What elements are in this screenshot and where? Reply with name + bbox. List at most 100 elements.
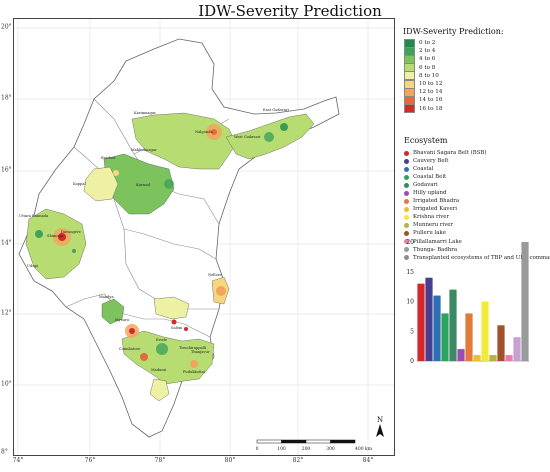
bar-y-tick-label: 5	[410, 328, 414, 335]
ecosystem-dot-icon	[404, 190, 409, 196]
severity-legend-item: 16 to 18	[404, 104, 443, 114]
ecosystem-dot-icon	[404, 255, 409, 261]
place-label: Mandya	[99, 295, 114, 299]
region-madurai	[149, 378, 170, 402]
ecosystem-legend-item: Pillallamarri Lake	[404, 238, 550, 246]
severity-label: 0 to 2	[419, 40, 436, 47]
ecosystem-label: Cauvery Belt	[413, 158, 449, 165]
ecosystem-dot-icon	[404, 158, 409, 164]
ecosystem-legend-item: Thunga- Badhra	[404, 246, 550, 254]
region-raichur	[83, 166, 119, 202]
place-label: Pudukkottai	[183, 370, 206, 374]
severity-label: 6 to 8	[419, 64, 436, 71]
bar-12	[505, 355, 513, 361]
map-frame: Raichur Koppal Mahbubnagar Karimnagar Nalgon…	[13, 18, 395, 456]
place-label: Udupi	[27, 264, 39, 268]
latitude-tick-label: 8°	[1, 448, 8, 456]
scale-label: 400 km	[355, 446, 373, 452]
place-label: East Godavari	[263, 108, 290, 112]
ecosystem-dot-icon	[404, 239, 409, 245]
place-label: Shimoga	[47, 234, 64, 238]
severity-hotspots	[35, 123, 288, 368]
bar-14	[521, 242, 529, 361]
ecosystem-dot-icon	[404, 247, 409, 253]
severity-swatch	[404, 104, 415, 114]
ecosystem-label: Pulleru lake	[413, 230, 446, 237]
ecosystem-legend-item: Irrigated Kaveri	[404, 205, 550, 213]
latitude-tick-label: 16°	[1, 166, 12, 174]
place-label: Mahbubnagar	[131, 148, 157, 152]
north-arrow: N	[372, 415, 388, 443]
place-label: Karimnagar	[134, 111, 156, 115]
north-arrow-icon: N	[376, 416, 384, 437]
ecosystem-dot-icon	[404, 174, 409, 180]
severity-label: 16 to 18	[419, 105, 443, 112]
place-label: Madurai	[151, 368, 167, 372]
bar-13	[513, 337, 521, 361]
place-label: Kurnool	[136, 183, 151, 187]
longitude-tick-label: 78°	[154, 457, 166, 464]
bar-5	[449, 289, 457, 361]
longitude-tick-label: 82°	[292, 457, 304, 464]
bar-2	[425, 277, 433, 361]
ecosystem-dot-icon	[404, 182, 409, 188]
longitude-tick-label: 76°	[84, 457, 96, 464]
bar-10	[489, 355, 497, 361]
place-label: Nalgonda	[195, 130, 214, 134]
ecosystem-label: Irrigated Bhadra	[413, 198, 460, 205]
bar-11	[497, 325, 505, 361]
severity-label: 10 to 12	[419, 81, 443, 88]
ecosystem-bar-chart: 0 5 10 15 20	[401, 236, 541, 371]
longitude-tick-label: 80°	[224, 457, 236, 464]
scale-segment	[330, 439, 356, 444]
place-labels: Raichur Koppal Mahbubnagar Karimnagar Nalgon…	[19, 108, 290, 374]
ecosystem-label: Coastal	[413, 166, 434, 173]
place-label: Thanjavur	[191, 350, 210, 354]
ecosystem-legend-item: Coastal	[404, 165, 550, 173]
north-label: N	[377, 416, 383, 424]
ecosystem-legend-item: Bhavani Sagara Belt (BSB)	[404, 149, 550, 157]
latitude-tick-label: 18°	[1, 94, 12, 102]
ecosystem-dot-icon	[404, 230, 409, 236]
ecosystem-label: Godavari	[413, 182, 438, 189]
longitude-tick-label: 74°	[12, 457, 24, 464]
latitude-tick-label: 14°	[1, 239, 12, 247]
bar-4	[441, 313, 449, 361]
ecosystem-legend: Bhavani Sagara Belt (BSB) Cauvery Belt Coa…	[404, 149, 550, 262]
ecosystem-label: Munneru river	[413, 222, 454, 229]
ecosystem-dot-icon	[404, 150, 409, 156]
scale-label: 0	[256, 446, 259, 452]
ecosystem-label: Transplanted ecosystems of TBP and UKP c…	[413, 254, 550, 261]
map-canvas: Raichur Koppal Mahbubnagar Karimnagar Nalgon…	[14, 19, 394, 455]
place-label: Koppal	[73, 182, 86, 186]
ecosystem-label: Coastal Belt	[413, 174, 447, 181]
ecosystem-legend-item: Cauvery Belt	[404, 157, 550, 165]
region-tn-yellow	[153, 296, 190, 320]
ecosystem-label: Bhavani Sagara Belt (BSB)	[413, 150, 487, 157]
scale-segment	[305, 439, 331, 444]
severity-label: 2 to 4	[419, 48, 436, 55]
ecosystem-label: Pillallamarri Lake	[413, 238, 462, 245]
scale-segment	[256, 439, 282, 444]
ecosystem-legend-title: Ecosystem	[404, 136, 448, 145]
bar-3	[433, 295, 441, 361]
scale-segment	[281, 439, 307, 444]
ecosystem-label: Irrigated Kaveri	[413, 206, 457, 213]
latitude-tick-label: 10°	[1, 380, 12, 388]
bar-y-tick-label: 20	[406, 239, 414, 246]
place-label: West Godavari	[234, 135, 261, 139]
bar-y-tick-label: 0	[410, 358, 414, 365]
ecosystem-label: Krishna river	[413, 214, 450, 221]
bar-9	[481, 301, 489, 361]
scale-label: 200	[302, 446, 311, 452]
place-label: Nellore	[208, 273, 222, 277]
region-west-karnataka	[25, 208, 87, 280]
scale-label: 100	[277, 446, 286, 452]
bar-8	[473, 355, 481, 361]
ecosystem-label: Hilly upland	[413, 190, 447, 197]
region-mandya	[101, 298, 125, 325]
ecosystem-legend-item: Munneru river	[404, 221, 550, 229]
ecosystem-dot-icon	[404, 214, 409, 220]
place-label: Tiruchirappalli	[179, 346, 207, 350]
severity-label: 4 to 6	[419, 56, 436, 63]
